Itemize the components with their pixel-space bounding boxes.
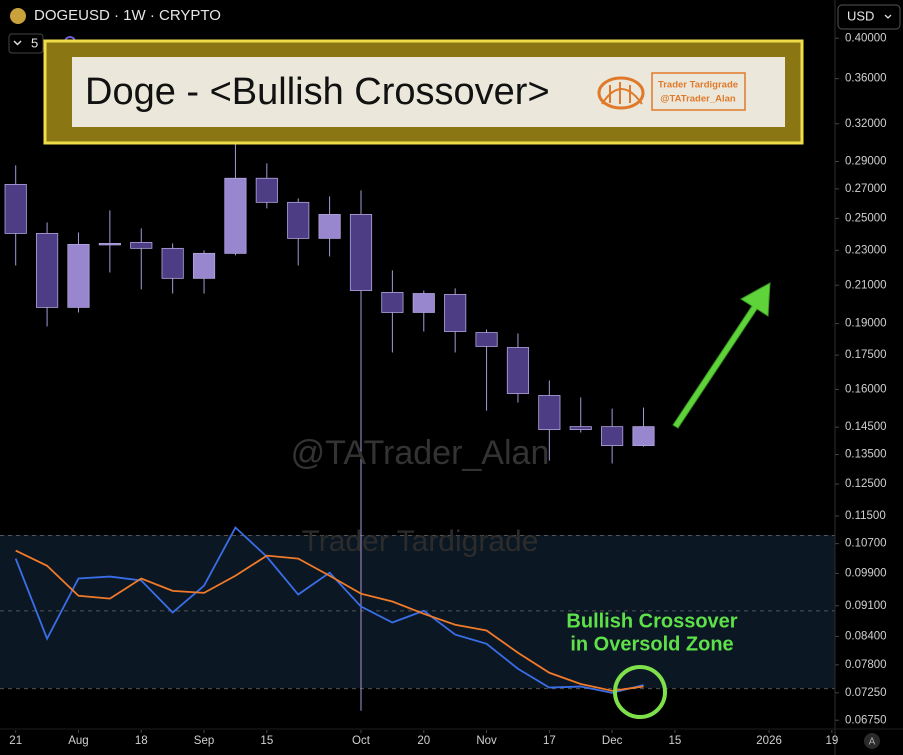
x-tick-label: 15 <box>669 735 682 747</box>
indicator-toggle[interactable] <box>8 33 44 54</box>
y-tick-label: 0.25000 <box>845 212 887 224</box>
banner-panel <box>72 57 785 127</box>
currency-button[interactable] <box>837 4 901 30</box>
candle-body <box>475 332 498 347</box>
x-tick-label: 2026 <box>756 735 782 747</box>
y-tick-label: 0.36000 <box>845 73 887 85</box>
y-tick-label: 0.08400 <box>845 630 887 642</box>
chevron <box>13 40 22 46</box>
y-tick-label: 0.23000 <box>845 244 887 256</box>
banner: Doge - <Bullish Crossover> Trader Tardig… <box>43 39 804 145</box>
y-tick-label: 0.17500 <box>845 349 887 361</box>
highlight-circle <box>613 665 667 719</box>
candle-body <box>349 214 373 291</box>
y-tick-label: 0.19000 <box>845 318 887 330</box>
candle-body <box>98 243 121 246</box>
header: DOGEUSD · 1W · CRYPTO 5 USD A <box>8 4 901 749</box>
handle: @TATrader_Alan <box>660 94 736 105</box>
plot <box>0 140 835 711</box>
y-tick-label: 0.09100 <box>845 600 887 612</box>
y-tick-label: 0.07250 <box>845 687 887 699</box>
trend-arrow <box>672 282 771 429</box>
x-tick-label: Oct <box>352 735 371 747</box>
watermark: @TATrader_Alan <box>291 434 550 472</box>
candle-body <box>4 183 27 234</box>
x-tick-label: 15 <box>260 735 273 747</box>
scale-mode-button[interactable] <box>864 733 880 749</box>
x-tick-label: 19 <box>825 735 838 747</box>
x-tick-label: Dec <box>602 735 623 747</box>
author: Trader Tardigrade <box>658 80 738 91</box>
y-tick-label: 0.13500 <box>845 449 887 461</box>
symbol: DOGEUSD · 1W · CRYPTO <box>34 7 221 24</box>
candle-body <box>412 293 435 313</box>
y-tick-label: 0.16000 <box>845 383 887 395</box>
y-tick-label: 0.32000 <box>845 118 887 130</box>
annotation: Bullish Crossover <box>566 610 737 632</box>
y-tick-label: 0.40000 <box>845 32 887 44</box>
x-tick-label: 21 <box>9 735 22 747</box>
y-tick-label: 0.21000 <box>845 279 887 291</box>
coin-icon <box>10 8 26 24</box>
scale-mode: A <box>869 737 876 748</box>
y-tick-label: 0.14500 <box>845 421 887 433</box>
indicator-line <box>15 549 644 692</box>
y-tick-label: 0.09900 <box>845 567 887 579</box>
banner-title: Doge - <Bullish Crossover> <box>85 71 550 113</box>
y-tick-label: 0.07800 <box>845 659 887 671</box>
x-tick-label: Nov <box>476 735 497 747</box>
y-tick-label: 0.29000 <box>845 156 887 168</box>
candle-body <box>381 292 404 313</box>
x-tick-label: Sep <box>194 735 214 747</box>
currency: USD <box>847 8 874 23</box>
watermarks: @TATrader_Alan Trader Tardigrade <box>291 434 550 558</box>
chevron <box>884 14 892 19</box>
indicator-count: 5 <box>31 35 38 50</box>
y-tick-label: 0.11500 <box>845 510 886 522</box>
y-tick-label: 0.27000 <box>845 183 887 195</box>
x-tick-label: 17 <box>543 735 556 747</box>
candle-body <box>224 177 247 254</box>
x-tick-label: 18 <box>135 735 148 747</box>
candle-body <box>318 214 341 239</box>
candle-body <box>67 244 90 308</box>
indicator-line <box>14 526 644 694</box>
candle-body <box>569 426 592 430</box>
candle-body <box>632 426 655 446</box>
candle-body <box>130 242 153 249</box>
candle-body <box>161 247 184 279</box>
annotation: in Oversold Zone <box>570 633 733 655</box>
y-tick-label: 0.10700 <box>845 538 887 550</box>
logo <box>597 76 645 110</box>
x-tick-label: Aug <box>68 735 88 747</box>
candle-body <box>506 347 530 394</box>
author-box <box>651 72 746 111</box>
candle-body <box>444 294 467 332</box>
y-tick-label: 0.06750 <box>845 714 887 726</box>
candle-body <box>538 395 561 430</box>
candle-body <box>36 233 59 308</box>
y-tick-label: 0.12500 <box>845 478 887 490</box>
watermark: Trader Tardigrade <box>302 525 539 558</box>
x-tick-label: 20 <box>417 735 430 747</box>
candle-body <box>192 252 216 279</box>
candle-body <box>255 177 278 203</box>
candle-body <box>601 426 624 446</box>
candle-body <box>287 201 310 239</box>
